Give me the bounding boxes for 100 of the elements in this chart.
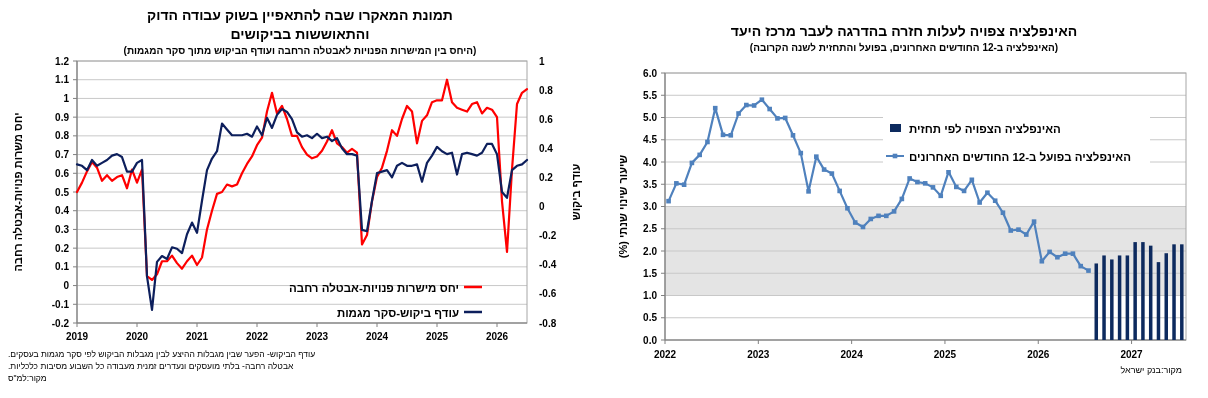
- x-tick-label: 2024: [365, 331, 389, 342]
- point: [891, 209, 897, 214]
- chart-title: תמונת המאקרו שבה להתאפיין בשוק עבודה הדוק והתאוששות בביקושים: [147, 7, 453, 42]
- y-tick-label: -0.2: [51, 317, 70, 329]
- point: [837, 188, 842, 194]
- point: [666, 198, 671, 204]
- x-tick-label: 2019: [65, 331, 89, 342]
- point: [1039, 258, 1045, 264]
- y-tick-label: 0.0: [643, 334, 658, 346]
- bar: [1102, 255, 1106, 340]
- y2-tick-label: -0.6: [539, 288, 557, 300]
- x-tick-label: 2027: [1120, 349, 1144, 360]
- y-tick-label: 0.8: [55, 130, 70, 142]
- point: [728, 133, 734, 138]
- point: [674, 181, 679, 186]
- x-tick-label: 2022: [245, 331, 269, 342]
- point: [705, 139, 710, 145]
- y-tick-label: 2.0: [643, 245, 658, 257]
- y-tick-label: -0.1: [51, 298, 70, 310]
- bar: [1172, 244, 1176, 340]
- point: [751, 103, 757, 108]
- point: [907, 176, 912, 181]
- y2-tick-label: 0: [539, 201, 545, 213]
- point: [852, 220, 858, 225]
- legend-label: עודף ביקוש-סקר מגמות: [336, 306, 459, 319]
- bar: [1180, 244, 1184, 340]
- x-tick-label: 2020: [125, 331, 149, 342]
- point: [697, 152, 702, 158]
- y-tick-label: 0.6: [55, 167, 70, 179]
- point: [782, 115, 788, 121]
- point: [829, 171, 835, 176]
- point: [744, 102, 749, 108]
- y2-axis-title: עודף ביקוש: [570, 163, 582, 221]
- y-tick-label: 0.4: [55, 205, 70, 217]
- y-tick-label: 1.1: [55, 74, 70, 86]
- point: [1086, 268, 1091, 273]
- text: מקור:בנק ישראל: [1120, 365, 1182, 375]
- y-tick-label: 0.3: [55, 223, 70, 235]
- y-tick-label: 1.5: [643, 267, 658, 279]
- line-series: [75, 78, 529, 282]
- chart-title: האינפלציה צפויה לעלות חזרה בהדרגה לעבר מרכז היעד: [730, 23, 1078, 39]
- x-tick-label: 2025: [933, 349, 957, 360]
- point: [845, 205, 850, 211]
- text: עודף הביקוש- הפער שבין מגבלות ההיצע לבין מגבלות הביקוש לפי סקר מגמות בעסקים.: [8, 349, 316, 359]
- point: [1016, 227, 1021, 232]
- y-tick-label: 0.7: [55, 149, 70, 161]
- y-tick-label: 0.5: [55, 186, 70, 198]
- y2-tick-label: 0.4: [539, 142, 554, 154]
- point: [868, 216, 874, 222]
- point: [1055, 254, 1060, 260]
- bar: [1110, 259, 1114, 340]
- legend-label: האינפלציה הצפויה לפי תחזית: [909, 122, 1061, 135]
- y-tick-label: 0: [63, 280, 70, 292]
- point: [806, 189, 811, 194]
- text: אבטלה רחבה- בלתי מועסקים ונעדרים זמנית מעבודה כל השבוע מסיבות כלכליות.: [8, 361, 294, 371]
- point: [1000, 210, 1006, 216]
- y-axis-title: שיעור שינוי שנתי (%): [617, 154, 629, 259]
- x-tick-label: 2023: [747, 349, 770, 360]
- y-tick-label: 0.1: [55, 261, 70, 273]
- point: [977, 200, 982, 205]
- point: [1078, 263, 1084, 269]
- y-tick-label: 1.2: [55, 55, 70, 67]
- x-tick-label: 2022: [653, 349, 677, 360]
- point: [930, 185, 936, 190]
- point: [922, 181, 928, 186]
- y-tick-label: 5.0: [643, 112, 658, 123]
- y-tick-label: 0.5: [643, 312, 658, 324]
- x-tick-label: 2024: [840, 349, 864, 360]
- point: [712, 105, 718, 111]
- x-tick-label: 2021: [185, 331, 209, 342]
- y-tick-label: 6.0: [643, 67, 658, 79]
- point: [775, 116, 780, 121]
- y-tick-label: 1.0: [643, 290, 658, 301]
- y2-tick-label: -0.4: [539, 259, 557, 271]
- point: [1023, 232, 1029, 237]
- point: [681, 182, 687, 187]
- point: [884, 213, 889, 219]
- point: [1031, 219, 1037, 224]
- legend-label: יחס מישרות פנויות-אבטלה רחבה: [289, 281, 459, 294]
- point: [1047, 249, 1052, 255]
- x-tick-label: 2023: [305, 331, 329, 342]
- point: [736, 111, 741, 116]
- y2-tick-label: -0.2: [539, 230, 557, 242]
- point: [938, 193, 944, 199]
- point: [915, 179, 920, 185]
- line-series: [75, 107, 529, 311]
- y-tick-label: 1: [63, 92, 70, 104]
- point: [767, 106, 772, 112]
- x-tick-label: 2026: [1027, 349, 1050, 360]
- point: [992, 198, 998, 204]
- y-axis-title: יחס משרות פנויות-אבטלה רחבה: [12, 112, 24, 272]
- y2-tick-label: -0.8: [539, 317, 557, 329]
- text: מקור:למ"ס: [8, 373, 47, 383]
- point: [1008, 228, 1014, 233]
- y2-tick-label: 0.2: [539, 171, 554, 183]
- point: [798, 150, 804, 156]
- bar: [1133, 242, 1137, 340]
- x-tick-label: 2025: [425, 331, 449, 342]
- point: [1070, 251, 1076, 256]
- y-tick-label: 3.0: [643, 201, 658, 212]
